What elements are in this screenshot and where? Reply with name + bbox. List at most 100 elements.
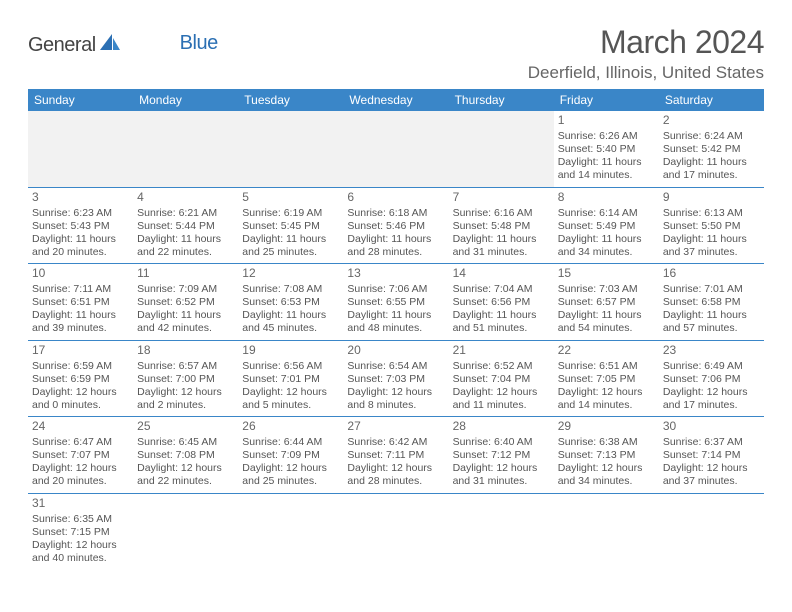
calendar-cell: 9Sunrise: 6:13 AMSunset: 5:50 PMDaylight… [659,187,764,264]
calendar-cell [554,493,659,569]
day-number: 6 [347,190,444,205]
sunset-line: Sunset: 5:40 PM [558,143,655,156]
calendar-cell: 2Sunrise: 6:24 AMSunset: 5:42 PMDaylight… [659,111,764,187]
daylight-line: Daylight: 11 hours and 54 minutes. [558,309,655,335]
daylight-line: Daylight: 11 hours and 45 minutes. [242,309,339,335]
calendar-cell: 29Sunrise: 6:38 AMSunset: 7:13 PMDayligh… [554,417,659,494]
weekday-header: Wednesday [343,89,448,111]
sunrise-line: Sunrise: 6:49 AM [663,360,760,373]
day-number: 20 [347,343,444,358]
calendar-cell: 30Sunrise: 6:37 AMSunset: 7:14 PMDayligh… [659,417,764,494]
location-subtitle: Deerfield, Illinois, United States [528,63,764,83]
calendar-cell: 5Sunrise: 6:19 AMSunset: 5:45 PMDaylight… [238,187,343,264]
daylight-line: Daylight: 12 hours and 31 minutes. [453,462,550,488]
calendar-cell: 16Sunrise: 7:01 AMSunset: 6:58 PMDayligh… [659,264,764,341]
day-number: 14 [453,266,550,281]
sunrise-line: Sunrise: 7:09 AM [137,283,234,296]
sunset-line: Sunset: 5:46 PM [347,220,444,233]
calendar-cell: 26Sunrise: 6:44 AMSunset: 7:09 PMDayligh… [238,417,343,494]
day-number: 15 [558,266,655,281]
sunrise-line: Sunrise: 6:23 AM [32,207,129,220]
sunset-line: Sunset: 5:43 PM [32,220,129,233]
calendar-cell [449,111,554,187]
sunset-line: Sunset: 7:04 PM [453,373,550,386]
calendar-cell: 3Sunrise: 6:23 AMSunset: 5:43 PMDaylight… [28,187,133,264]
sunrise-line: Sunrise: 6:35 AM [32,513,129,526]
logo-text-blue: Blue [180,32,218,55]
sunset-line: Sunset: 6:59 PM [32,373,129,386]
sunset-line: Sunset: 7:08 PM [137,449,234,462]
sunrise-line: Sunrise: 7:11 AM [32,283,129,296]
sunset-line: Sunset: 7:14 PM [663,449,760,462]
sunrise-line: Sunrise: 6:14 AM [558,207,655,220]
weekday-header: Thursday [449,89,554,111]
daylight-line: Daylight: 12 hours and 0 minutes. [32,386,129,412]
sunrise-line: Sunrise: 6:52 AM [453,360,550,373]
day-number: 18 [137,343,234,358]
calendar-cell [659,493,764,569]
calendar-cell [238,493,343,569]
sunrise-line: Sunrise: 6:19 AM [242,207,339,220]
sunrise-line: Sunrise: 6:57 AM [137,360,234,373]
sunset-line: Sunset: 7:05 PM [558,373,655,386]
day-number: 7 [453,190,550,205]
calendar-cell: 15Sunrise: 7:03 AMSunset: 6:57 PMDayligh… [554,264,659,341]
sunrise-line: Sunrise: 7:08 AM [242,283,339,296]
sunrise-line: Sunrise: 6:21 AM [137,207,234,220]
sunrise-line: Sunrise: 6:59 AM [32,360,129,373]
calendar-cell: 23Sunrise: 6:49 AMSunset: 7:06 PMDayligh… [659,340,764,417]
calendar-cell [133,111,238,187]
calendar-cell: 11Sunrise: 7:09 AMSunset: 6:52 PMDayligh… [133,264,238,341]
sunrise-line: Sunrise: 6:37 AM [663,436,760,449]
day-number: 28 [453,419,550,434]
sunset-line: Sunset: 6:51 PM [32,296,129,309]
day-number: 8 [558,190,655,205]
sunrise-line: Sunrise: 7:06 AM [347,283,444,296]
daylight-line: Daylight: 12 hours and 25 minutes. [242,462,339,488]
sunset-line: Sunset: 6:53 PM [242,296,339,309]
sunset-line: Sunset: 7:06 PM [663,373,760,386]
day-number: 26 [242,419,339,434]
sunset-line: Sunset: 6:58 PM [663,296,760,309]
calendar-row: 3Sunrise: 6:23 AMSunset: 5:43 PMDaylight… [28,187,764,264]
sunrise-line: Sunrise: 6:40 AM [453,436,550,449]
daylight-line: Daylight: 12 hours and 34 minutes. [558,462,655,488]
sunset-line: Sunset: 7:13 PM [558,449,655,462]
sunrise-line: Sunrise: 7:04 AM [453,283,550,296]
calendar-cell: 4Sunrise: 6:21 AMSunset: 5:44 PMDaylight… [133,187,238,264]
sunset-line: Sunset: 7:07 PM [32,449,129,462]
sunset-line: Sunset: 5:44 PM [137,220,234,233]
sunrise-line: Sunrise: 6:16 AM [453,207,550,220]
day-number: 24 [32,419,129,434]
weekday-header-row: Sunday Monday Tuesday Wednesday Thursday… [28,89,764,111]
calendar-row: 10Sunrise: 7:11 AMSunset: 6:51 PMDayligh… [28,264,764,341]
day-number: 22 [558,343,655,358]
sunset-line: Sunset: 7:01 PM [242,373,339,386]
logo-text-general: General [28,34,96,57]
day-number: 27 [347,419,444,434]
weekday-header: Tuesday [238,89,343,111]
sunrise-line: Sunrise: 6:51 AM [558,360,655,373]
calendar-cell: 14Sunrise: 7:04 AMSunset: 6:56 PMDayligh… [449,264,554,341]
sunrise-line: Sunrise: 6:24 AM [663,130,760,143]
daylight-line: Daylight: 12 hours and 20 minutes. [32,462,129,488]
day-number: 16 [663,266,760,281]
sunrise-line: Sunrise: 6:54 AM [347,360,444,373]
sunrise-line: Sunrise: 6:47 AM [32,436,129,449]
day-number: 2 [663,113,760,128]
daylight-line: Daylight: 12 hours and 17 minutes. [663,386,760,412]
daylight-line: Daylight: 11 hours and 31 minutes. [453,233,550,259]
calendar-table: Sunday Monday Tuesday Wednesday Thursday… [28,89,764,569]
daylight-line: Daylight: 12 hours and 5 minutes. [242,386,339,412]
daylight-line: Daylight: 11 hours and 51 minutes. [453,309,550,335]
daylight-line: Daylight: 11 hours and 20 minutes. [32,233,129,259]
calendar-cell: 1Sunrise: 6:26 AMSunset: 5:40 PMDaylight… [554,111,659,187]
calendar-cell: 25Sunrise: 6:45 AMSunset: 7:08 PMDayligh… [133,417,238,494]
daylight-line: Daylight: 11 hours and 34 minutes. [558,233,655,259]
calendar-cell [343,111,448,187]
calendar-cell: 18Sunrise: 6:57 AMSunset: 7:00 PMDayligh… [133,340,238,417]
daylight-line: Daylight: 12 hours and 40 minutes. [32,539,129,565]
calendar-cell: 20Sunrise: 6:54 AMSunset: 7:03 PMDayligh… [343,340,448,417]
day-number: 25 [137,419,234,434]
sunset-line: Sunset: 6:57 PM [558,296,655,309]
